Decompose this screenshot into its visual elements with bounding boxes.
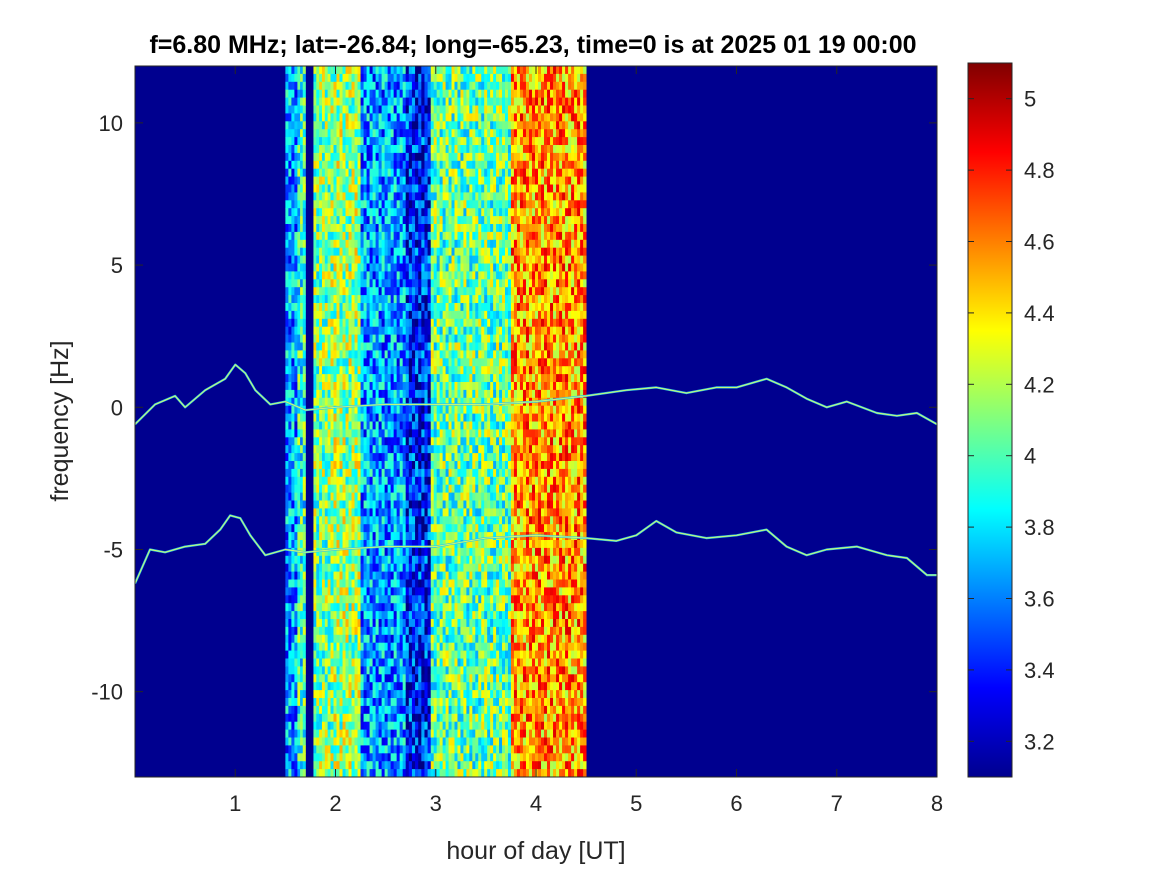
colorbar-tick-label: 3.8 xyxy=(1024,515,1055,540)
chart-title: f=6.80 MHz; lat=-26.84; long=-65.23, tim… xyxy=(149,31,916,59)
y-tick-label: -10 xyxy=(91,680,123,705)
y-tick-label: 10 xyxy=(99,111,123,136)
broadband-band xyxy=(285,66,298,777)
y-axis-ticks: 10 5 0 -5 -10 xyxy=(91,111,937,705)
doppler-trace-layer xyxy=(135,363,937,585)
y-tick-label: -5 xyxy=(103,537,123,562)
x-tick-label: 1 xyxy=(229,791,241,816)
broadband-band xyxy=(360,66,407,777)
doppler-trace-core xyxy=(135,514,937,584)
colorbar-tick-label: 3.2 xyxy=(1024,729,1055,754)
x-tick-label: 7 xyxy=(831,791,843,816)
colorbar-tick-label: 4 xyxy=(1024,444,1036,469)
colorbar-tick-label: 5 xyxy=(1024,87,1036,112)
x-tick-label: 6 xyxy=(730,791,742,816)
colorbar-tick-label: 3.4 xyxy=(1024,658,1055,683)
broadband-band xyxy=(405,66,432,777)
plot-area xyxy=(134,65,938,778)
doppler-trace-core xyxy=(135,364,937,425)
x-tick-label: 8 xyxy=(931,791,943,816)
colorbar: 5 4.8 4.6 4.4 4.2 4 3.8 3.6 3.4 3.2 xyxy=(967,62,1055,778)
colorbar-ticks: 5 4.8 4.6 4.4 4.2 4 3.8 3.6 3.4 3.2 xyxy=(968,87,1055,754)
colorbar-tick-label: 4.8 xyxy=(1024,158,1055,183)
broadband-band xyxy=(297,66,306,777)
colorbar-tick-label: 4.2 xyxy=(1024,372,1055,397)
x-axis-label: hour of day [UT] xyxy=(446,837,625,865)
x-tick-label: 5 xyxy=(630,791,642,816)
y-tick-label: 0 xyxy=(111,395,123,420)
colorbar-tick-label: 4.4 xyxy=(1024,301,1055,326)
heatmap-layer xyxy=(285,66,587,777)
colorbar-frame xyxy=(967,62,1013,778)
broadband-band xyxy=(313,66,331,777)
broadband-band xyxy=(430,66,512,777)
colorbar-tick-label: 3.6 xyxy=(1024,587,1055,612)
x-axis-ticks: 1 2 3 4 5 6 7 8 xyxy=(229,66,943,816)
y-tick-label: 5 xyxy=(111,253,123,278)
y-axis-label: frequency [Hz] xyxy=(46,340,74,501)
x-tick-label: 2 xyxy=(329,791,341,816)
x-tick-label: 3 xyxy=(430,791,442,816)
broadband-band xyxy=(510,66,587,777)
colorbar-tick-label: 4.6 xyxy=(1024,230,1055,255)
x-tick-label: 4 xyxy=(530,791,542,816)
colorbar-gradient xyxy=(968,63,1012,777)
broadband-band xyxy=(330,66,361,777)
